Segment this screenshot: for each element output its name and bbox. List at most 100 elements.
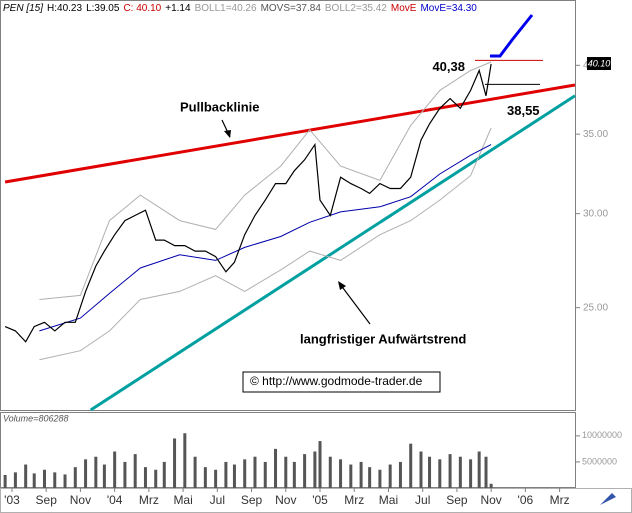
header-item: PEN [15]: [3, 3, 43, 14]
volume-bar: [469, 459, 473, 488]
volume-bar: [458, 456, 462, 488]
volume-bar: [32, 473, 36, 488]
volume-bar: [123, 461, 127, 488]
volume-bar: [419, 451, 423, 488]
volume-bar: [24, 464, 28, 488]
volume-bar: [253, 456, 257, 488]
last-price-label: 40.10: [588, 58, 611, 68]
volume-bar: [378, 469, 382, 488]
volume-bar: [143, 467, 147, 488]
volume-bar: [183, 433, 187, 488]
volume-bar: [154, 469, 158, 488]
volume-bar: [214, 469, 218, 488]
volume-panel: 5000000 10000000: [3, 430, 622, 488]
volume-bar: [368, 467, 372, 488]
volume-bar: [133, 454, 137, 488]
volume-bar: [484, 456, 488, 488]
header: PEN [15] H:40.23 L:39.05 C: 40.10 +1.14 BOLL1…: [3, 3, 477, 14]
annotation-label: langfristiger Aufwärtstrend: [300, 331, 466, 346]
x-tick-label: Nov: [70, 493, 91, 507]
level-label: 40,38: [432, 59, 465, 74]
arrowhead: [338, 281, 346, 290]
header-item: +1.14: [165, 3, 191, 14]
x-tick-label: '04: [107, 493, 123, 507]
volume-frame: [0, 412, 576, 488]
volume-bar: [313, 451, 317, 488]
x-tick-label: Mrz: [550, 493, 570, 507]
volume-bar: [428, 456, 432, 488]
header-item: C: 40.10: [123, 3, 161, 14]
annotation-label: Pullbacklinie: [180, 99, 259, 114]
x-axis: '03 Sep Nov '04 Mrz Mai Jul Sep Nov '05 Mrz Mai Jul S…: [4, 488, 570, 507]
volume-bar: [232, 464, 236, 488]
volume-bar: [388, 464, 392, 488]
y-tick-label: 10000000: [582, 430, 622, 440]
level-label: 38,55: [507, 103, 540, 118]
x-tick-label: '03: [4, 493, 20, 507]
arrow: [339, 283, 371, 325]
x-tick-label: Jul: [415, 493, 430, 507]
header-item: BOLL1=40.26: [195, 3, 257, 14]
watermark: © http://www.godmode-trader.de: [250, 374, 423, 388]
header-item: MovE: [391, 3, 417, 14]
volume-bar: [102, 464, 106, 488]
y-tick-label: 25.00: [583, 302, 608, 313]
price-frame: [0, 0, 576, 411]
header-item: H:40.23: [47, 3, 82, 14]
volume-bar: [489, 483, 493, 488]
volume-bar: [328, 456, 332, 488]
x-tick-label: Sep: [36, 493, 58, 507]
volume-bar: [339, 459, 343, 488]
volume-bar: [94, 456, 98, 488]
x-tick-label: Nov: [480, 493, 501, 507]
volume-bar: [53, 472, 57, 488]
volume-bar: [274, 448, 278, 488]
x-tick-label: Mai: [379, 493, 398, 507]
y-tick-label: 5000000: [582, 456, 617, 466]
volume-bar: [243, 459, 247, 488]
x-tick-label: Mai: [173, 493, 192, 507]
volume-bar: [42, 469, 46, 488]
volume-bar: [13, 472, 17, 488]
last-price-box: [587, 57, 611, 71]
header-item: BOLL2=35.42: [325, 3, 387, 14]
series-line: [39, 61, 492, 300]
volume-bar: [263, 461, 267, 488]
volume-bar: [359, 461, 363, 488]
volume-bar: [84, 459, 88, 488]
volume-bar: [224, 461, 228, 488]
x-tick-label: Nov: [275, 493, 296, 507]
forecast-arrow: [490, 14, 534, 58]
header-item: MovE=34.30: [420, 3, 477, 14]
volume-bar: [292, 461, 296, 488]
trendline: [89, 94, 576, 412]
volume-bar: [193, 456, 197, 488]
volume-bar: [409, 443, 413, 488]
volume-bar: [3, 474, 7, 488]
series-line: [39, 144, 492, 332]
volume-bar: [318, 441, 322, 488]
volume-bar: [113, 451, 117, 488]
x-tick-label: Mrz: [139, 493, 159, 507]
volume-bar: [73, 467, 77, 488]
x-tick-label: Sep: [446, 493, 468, 507]
volume-bar: [349, 464, 353, 488]
volume-bar: [398, 461, 402, 488]
series-line: [39, 127, 492, 361]
watermark-box: [242, 371, 441, 393]
volume-bar: [477, 451, 481, 488]
x-tick-label: '06: [518, 493, 534, 507]
volume-bar: [303, 454, 307, 488]
y-tick-label: 35.00: [583, 129, 608, 140]
volume-bar: [448, 454, 452, 488]
volume-bar: [162, 461, 166, 488]
x-tick-label: '05: [312, 493, 328, 507]
volume-title: Volume=806288: [3, 413, 68, 423]
volume-bar: [63, 474, 67, 488]
header-item: MOVS=37.84: [261, 3, 322, 14]
volume-bar: [438, 459, 442, 488]
arrowhead: [224, 130, 231, 138]
volume-bar: [284, 456, 288, 488]
